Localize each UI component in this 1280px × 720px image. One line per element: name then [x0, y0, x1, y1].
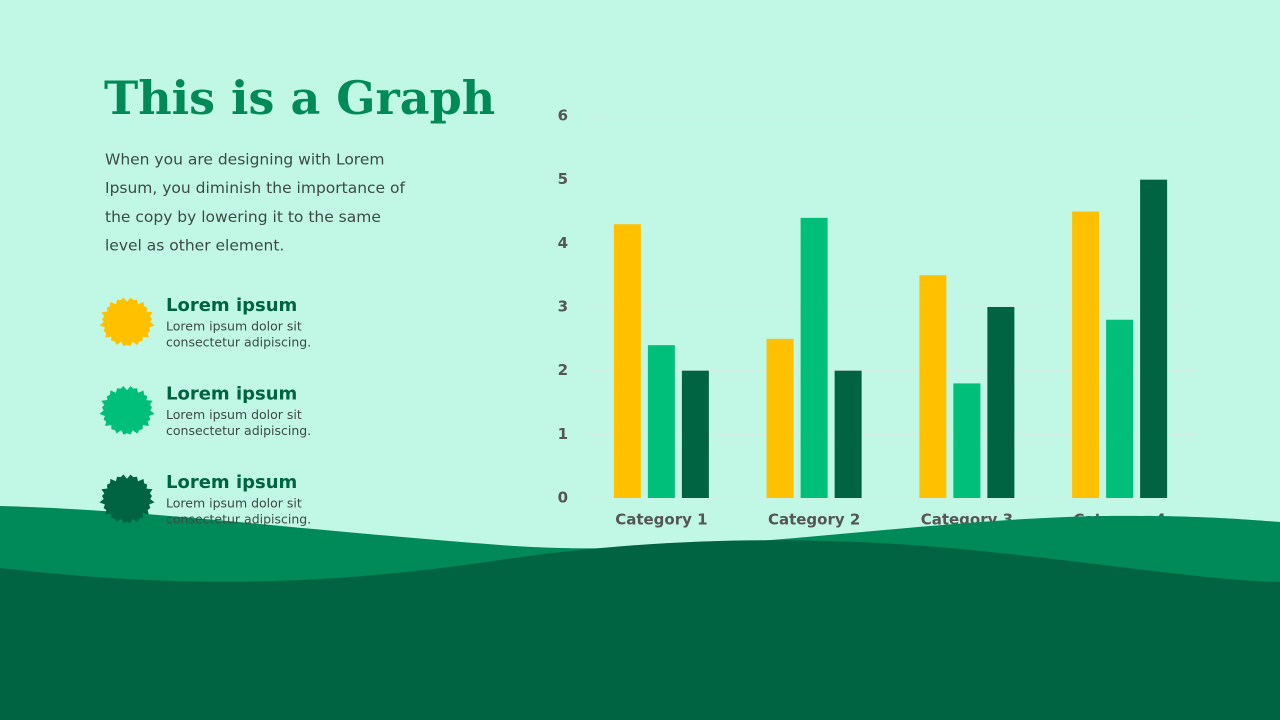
chart-title: This is a Graph: [104, 71, 495, 125]
body-text: When you are designing with Lorem: [105, 151, 384, 169]
bar: [953, 383, 981, 498]
bar: [919, 275, 947, 498]
legend-text: consectetur adipiscing.: [166, 512, 311, 527]
bar: [647, 345, 675, 498]
bar: [681, 370, 709, 498]
y-tick-label: 4: [558, 234, 568, 252]
bar: [987, 307, 1015, 498]
legend-text: consectetur adipiscing.: [166, 423, 311, 438]
legend-title: Lorem ipsum: [166, 472, 297, 493]
bar: [1140, 179, 1168, 498]
y-tick-label: 2: [558, 361, 568, 379]
legend-text: Lorem ipsum dolor sit: [166, 496, 302, 511]
y-tick-label: 1: [558, 425, 568, 443]
x-tick-label: Category 2: [768, 511, 860, 529]
body-text: Ipsum, you diminish the importance of: [105, 179, 406, 197]
bar: [1106, 319, 1134, 498]
legend-title: Lorem ipsum: [166, 384, 297, 405]
legend-text: Lorem ipsum dolor sit: [166, 319, 302, 334]
bar: [834, 370, 862, 498]
legend-swatch: [99, 297, 155, 347]
y-tick-label: 3: [558, 298, 568, 316]
y-tick-label: 5: [558, 170, 568, 188]
wave-dark: [0, 540, 1280, 720]
legend-swatch: [99, 386, 155, 435]
bar: [613, 224, 641, 498]
body-text: level as other element.: [105, 237, 284, 255]
y-tick-label: 6: [558, 107, 568, 125]
bar: [1072, 211, 1100, 498]
x-tick-label: Category 1: [615, 511, 707, 529]
bar: [766, 338, 794, 498]
legend-text: Lorem ipsum dolor sit: [166, 407, 302, 422]
legend-title: Lorem ipsum: [166, 295, 297, 316]
bar: [800, 217, 828, 498]
legend-text: consectetur adipiscing.: [166, 335, 311, 350]
y-tick-label: 0: [558, 489, 568, 507]
legend-swatch: [99, 474, 155, 524]
body-text: the copy by lowering it to the same: [105, 208, 381, 226]
